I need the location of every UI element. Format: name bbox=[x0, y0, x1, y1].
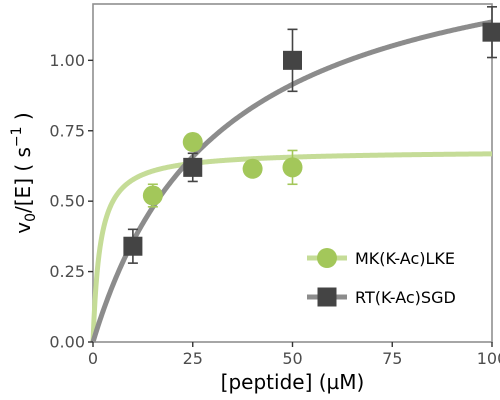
y-axis-title-superscript: −1 bbox=[9, 126, 25, 147]
legend: MK(K-Ac)LKE RT(K-Ac)SGD bbox=[307, 248, 456, 307]
y-axis-title-rest: /[E] ( s bbox=[11, 147, 35, 213]
x-axis: 0 25 50 75 100 bbox=[88, 342, 500, 368]
legend-marker bbox=[317, 248, 337, 268]
x-tick-label: 25 bbox=[183, 349, 203, 368]
legend-item-0: MK(K-Ac)LKE bbox=[307, 248, 455, 268]
data-point-s1-p2 bbox=[283, 50, 302, 70]
data-point-s1-p0 bbox=[123, 236, 143, 256]
data-point-s1-p3 bbox=[482, 22, 500, 42]
y-tick-label: 0.50 bbox=[49, 192, 85, 211]
y-axis-title-close: ) bbox=[11, 112, 35, 126]
legend-label: RT(K-Ac)SGD bbox=[355, 288, 456, 307]
y-axis: 0.00 0.25 0.50 0.75 1.00 bbox=[49, 51, 93, 352]
data-point-s0-p3 bbox=[282, 157, 303, 178]
x-tick-label: 0 bbox=[88, 349, 98, 368]
data-point-s0-p1 bbox=[182, 132, 203, 153]
error-bars bbox=[127, 6, 497, 264]
y-axis-title-main: v bbox=[11, 222, 35, 234]
legend-label: MK(K-Ac)LKE bbox=[355, 249, 455, 268]
data-point-s0-p2 bbox=[242, 158, 263, 179]
y-tick-label: 1.00 bbox=[49, 51, 85, 70]
y-axis-title: v0/[E] ( s−1 ) bbox=[9, 112, 39, 234]
data-point-s0-p0 bbox=[142, 185, 163, 206]
legend-marker bbox=[317, 287, 337, 307]
x-tick-label: 75 bbox=[382, 349, 402, 368]
x-tick-label: 50 bbox=[282, 349, 302, 368]
data-points bbox=[123, 22, 500, 256]
y-axis-title-subscript: 0 bbox=[23, 213, 39, 222]
x-axis-title: [peptide] (µM) bbox=[221, 370, 365, 394]
x-tick-label: 100 bbox=[477, 349, 500, 368]
y-tick-label: 0.00 bbox=[49, 333, 85, 352]
legend-item-1: RT(K-Ac)SGD bbox=[307, 287, 456, 307]
y-tick-label: 0.25 bbox=[49, 262, 85, 281]
y-tick-label: 0.75 bbox=[49, 121, 85, 140]
data-point-s1-p1 bbox=[183, 157, 203, 177]
